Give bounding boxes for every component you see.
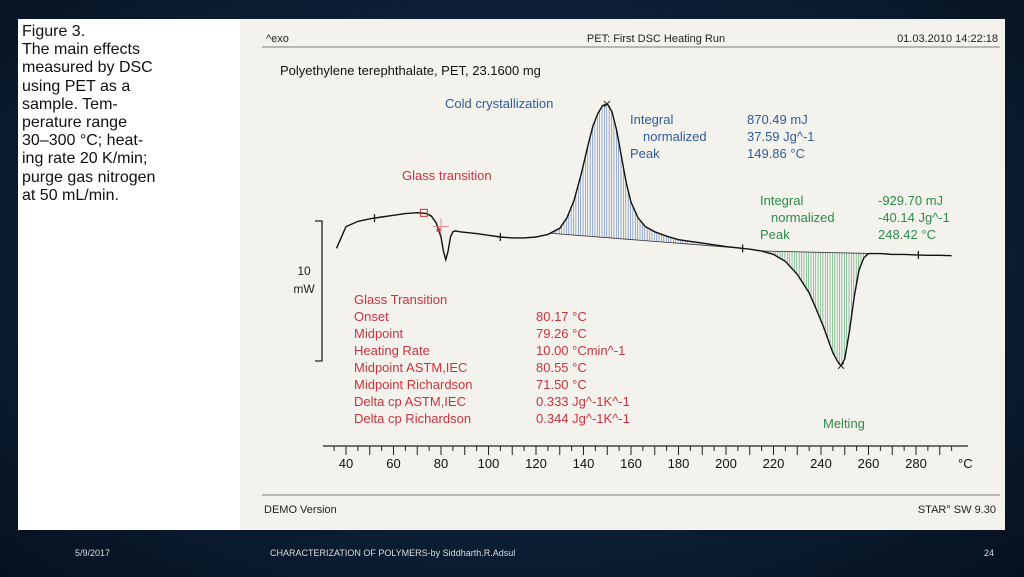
x-tick-label: 240 [810, 456, 832, 471]
demo-version-label: DEMO Version [264, 504, 337, 516]
melt-value-peak: 248.42 °C [878, 227, 936, 242]
gt-label-midpoint-richardson: Midpoint Richardson [354, 377, 473, 392]
software-version-label: STAR° SW 9.30 [918, 504, 996, 516]
melting-hatch [763, 251, 869, 365]
cold-crystallization-hatch [551, 104, 724, 247]
footer-page: 24 [984, 548, 995, 558]
cc-value-integral: 870.49 mJ [747, 112, 808, 127]
x-tick-label: 200 [715, 456, 737, 471]
caption-line: using PET as a [22, 77, 131, 95]
melt-label-integral: Integral [760, 193, 803, 208]
x-tick-label: 40 [339, 456, 353, 471]
x-tick-label: 140 [573, 456, 595, 471]
caption-line: The main effects [22, 41, 140, 59]
gt-value-onset: 80.17 °C [536, 309, 587, 324]
gt-value-midpoint-richardson: 71.50 °C [536, 377, 587, 392]
gt-label-delta-cp-astm: Delta cp ASTM,IEC [354, 394, 466, 409]
gt-value-delta-cp-astm: 0.333 Jg^-1K^-1 [536, 394, 630, 409]
x-tick-label: 120 [525, 456, 547, 471]
glass-transition-results: Glass Transition Onset 80.17 °C Midpoint… [354, 292, 630, 426]
melt-value-normalized: -40.14 Jg^-1 [878, 210, 950, 225]
caption-line: 30–300 °C; heat- [22, 132, 144, 150]
cc-value-peak: 149.86 °C [747, 146, 805, 161]
x-tick-label: 60 [386, 456, 400, 471]
melt-label-normalized: normalized [771, 210, 835, 225]
caption-line: sample. Tem- [22, 95, 118, 113]
cc-label-peak: Peak [630, 146, 660, 161]
gt-value-midpoint-astm: 80.55 °C [536, 360, 587, 375]
footer-title: CHARACTERIZATION OF POLYMERS-by Siddhart… [270, 548, 516, 558]
baseline [550, 232, 874, 254]
x-tick-label: 280 [905, 456, 927, 471]
footer-date: 5/9/2017 [75, 548, 111, 558]
cold-crystallization-results: Integral 870.49 mJ normalized 37.59 Jg^-… [630, 112, 815, 161]
x-tick-label: 80 [434, 456, 448, 471]
melt-value-integral: -929.70 mJ [878, 193, 943, 208]
x-axis-label: °C [958, 456, 973, 471]
glass-transition-midpoint-dot [436, 228, 441, 233]
annotation-melting: Melting [823, 416, 865, 431]
annotation-cold-crystallization: Cold crystallization [445, 96, 553, 111]
x-tick-label: 220 [763, 456, 785, 471]
dsc-chart-panel: ^exo PET: First DSC Heating Run 01.03.20… [240, 19, 1005, 530]
scale-bar-unit: mW [293, 282, 315, 296]
gt-label-delta-cp-richardson: Delta cp Richardson [354, 411, 471, 426]
caption-line: measured by DSC [22, 59, 153, 77]
peak-marker [603, 100, 611, 108]
gt-value-heating-rate: 10.00 °Cmin^-1 [536, 343, 625, 358]
slide-content: Figure 3. The main effects measured by D… [18, 19, 1005, 530]
dsc-curve [335, 103, 952, 368]
x-tick-label: 180 [668, 456, 690, 471]
gt-title: Glass Transition [354, 292, 447, 307]
caption-line: at 50 mL/min. [22, 186, 119, 204]
cc-value-normalized: 37.59 Jg^-1 [747, 129, 815, 144]
cc-label-normalized: normalized [643, 129, 707, 144]
x-tick-label: 160 [620, 456, 642, 471]
header-left: ^exo [266, 33, 289, 45]
cc-label-integral: Integral [630, 112, 673, 127]
chart-title: Polyethylene terephthalate, PET, 23.1600… [280, 63, 541, 78]
glass-transition-onset-marker [419, 208, 428, 217]
peak-marker [837, 362, 845, 370]
gt-label-onset: Onset [354, 309, 389, 324]
dsc-chart: ^exo PET: First DSC Heating Run 01.03.20… [262, 33, 1000, 516]
caption-line: purge gas nitrogen [22, 168, 156, 186]
x-tick-label: 100 [478, 456, 500, 471]
gt-label-midpoint-astm: Midpoint ASTM,IEC [354, 360, 467, 375]
header-center: PET: First DSC Heating Run [587, 33, 725, 45]
caption-line: perature range [22, 114, 127, 132]
figure-caption: Figure 3. The main effects measured by D… [22, 23, 222, 205]
annotation-glass-transition: Glass transition [402, 168, 492, 183]
caption-line: Figure 3. [22, 23, 86, 40]
gt-value-midpoint: 79.26 °C [536, 326, 587, 341]
scale-bar [315, 220, 323, 362]
scale-bar-value: 10 [297, 264, 311, 278]
gt-label-heating-rate: Heating Rate [354, 343, 430, 358]
melt-label-peak: Peak [760, 227, 790, 242]
melting-results: Integral -929.70 mJ normalized -40.14 Jg… [760, 193, 950, 242]
caption-line: ing rate 20 K/min; [22, 150, 148, 168]
x-tick-label: 260 [858, 456, 880, 471]
gt-value-delta-cp-richardson: 0.344 Jg^-1K^-1 [536, 411, 630, 426]
gt-label-midpoint: Midpoint [354, 326, 404, 341]
header-right: 01.03.2010 14:22:18 [897, 33, 998, 45]
